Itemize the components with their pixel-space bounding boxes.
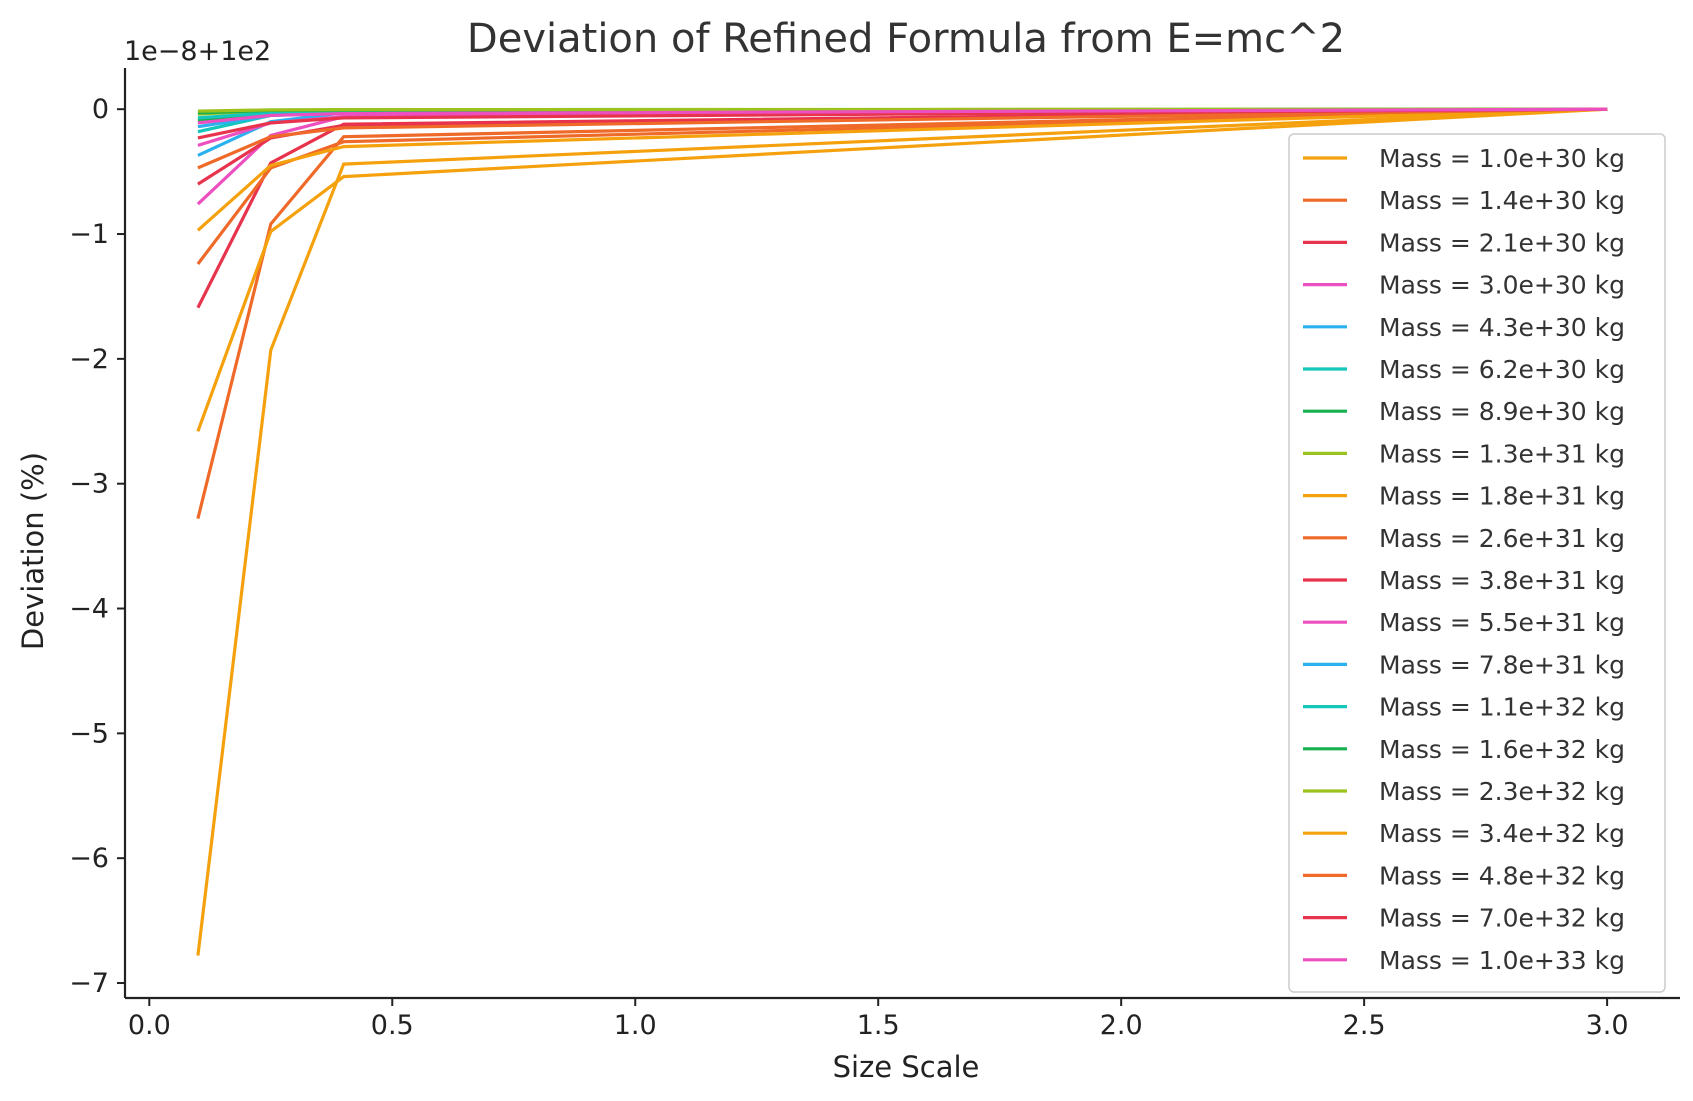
x-tick-label: 2.0 xyxy=(1100,1010,1143,1041)
legend-label: Mass = 1.0e+33 kg xyxy=(1379,946,1625,975)
y-axis-offset-text: 1e−8+1e2 xyxy=(124,36,271,67)
y-tick-label: −5 xyxy=(69,718,109,749)
series-layer xyxy=(196,107,1608,956)
x-tick-label: 0.5 xyxy=(371,1010,414,1041)
legend-label: Mass = 3.8e+31 kg xyxy=(1379,566,1625,595)
legend-label: Mass = 6.2e+30 kg xyxy=(1379,355,1625,384)
y-tick-label: −4 xyxy=(69,594,109,625)
legend-label: Mass = 5.5e+31 kg xyxy=(1379,608,1625,637)
y-axis-label: Deviation (%) xyxy=(16,452,50,650)
legend-label: Mass = 1.1e+32 kg xyxy=(1379,693,1625,722)
legend-frame xyxy=(1288,133,1666,993)
x-tick-label: 1.0 xyxy=(614,1010,657,1041)
y-tick-label: 0 xyxy=(92,94,109,125)
legend-label: Mass = 1.3e+31 kg xyxy=(1379,439,1625,468)
legend-label: Mass = 1.4e+30 kg xyxy=(1379,186,1625,215)
legend-label: Mass = 7.0e+32 kg xyxy=(1379,904,1625,933)
legend: Mass = 1.0e+30 kg Mass = 1.4e+30 kg Mass =… xyxy=(1288,133,1666,993)
legend-label: Mass = 1.6e+32 kg xyxy=(1379,735,1625,764)
series-line-18 xyxy=(197,107,1608,170)
axes-layer: 0.0 0.5 1.0 1.5 2.0 2.5 3.0 0 −1 −2 −3 −4 −5 −6 −7 xyxy=(69,68,1680,1041)
x-tick-label: 0.0 xyxy=(128,1010,171,1041)
x-tick-label: 1.5 xyxy=(857,1010,900,1041)
legend-label: Mass = 2.6e+31 kg xyxy=(1379,524,1625,553)
legend-label: Mass = 1.8e+31 kg xyxy=(1379,482,1625,511)
chart-title: Deviation of Refined Formula from E=mc^2 xyxy=(467,16,1345,62)
legend-label: Mass = 3.4e+32 kg xyxy=(1379,819,1625,848)
series-line-1 xyxy=(196,107,1608,956)
x-axis-label: Size Scale xyxy=(833,1050,980,1084)
series-line-9 xyxy=(196,107,1608,432)
series-line-20 xyxy=(197,107,1608,125)
y-tick-label: −1 xyxy=(69,219,109,250)
series-line-19 xyxy=(197,107,1608,140)
y-tick-label: −3 xyxy=(69,469,109,500)
legend-label: Mass = 1.0e+30 kg xyxy=(1379,144,1625,173)
y-tick-label: −6 xyxy=(69,843,109,874)
y-tick-label: −7 xyxy=(69,968,109,999)
y-tick-label: −2 xyxy=(69,344,109,375)
x-tick-label: 2.5 xyxy=(1343,1010,1386,1041)
legend-label: Mass = 3.0e+30 kg xyxy=(1379,271,1625,300)
series-line-17 xyxy=(196,107,1608,232)
x-tick-label: 3.0 xyxy=(1586,1010,1629,1041)
legend-label: Mass = 4.3e+30 kg xyxy=(1379,313,1625,342)
legend-label: Mass = 7.8e+31 kg xyxy=(1379,650,1625,679)
series-line-16 xyxy=(197,107,1608,113)
series-line-2 xyxy=(196,107,1608,519)
legend-label: Mass = 8.9e+30 kg xyxy=(1379,397,1625,426)
legend-label: Mass = 4.8e+32 kg xyxy=(1379,861,1625,890)
legend-label: Mass = 2.1e+30 kg xyxy=(1379,228,1625,257)
legend-label: Mass = 2.3e+32 kg xyxy=(1379,777,1625,806)
